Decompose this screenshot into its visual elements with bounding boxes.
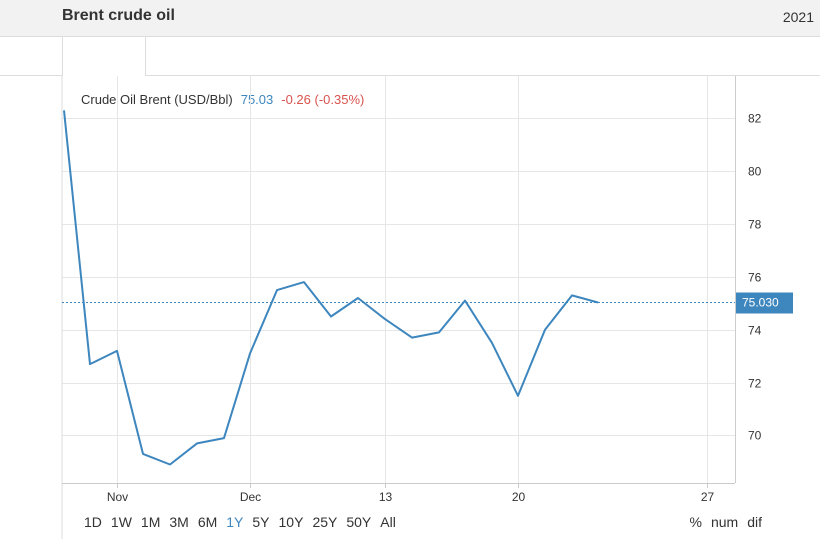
y-tick-label: 70 bbox=[748, 429, 762, 443]
range-button-1m[interactable]: 1M bbox=[140, 514, 161, 530]
price-series-points bbox=[63, 110, 599, 465]
page-title: Brent crude oil bbox=[62, 7, 175, 24]
mode-button-percent[interactable]: % bbox=[689, 514, 702, 530]
range-button-25y[interactable]: 25Y bbox=[312, 514, 338, 530]
current-price: 75.03 bbox=[240, 92, 274, 107]
y-tick-label: 80 bbox=[748, 165, 762, 179]
last-price-label: 75.030 bbox=[742, 296, 779, 310]
x-tick-label: 20 bbox=[512, 490, 526, 504]
range-button-1w[interactable]: 1W bbox=[110, 514, 132, 530]
x-tick-label: 13 bbox=[379, 490, 393, 504]
chart-legend: Crude Oil Brent (USD/Bbl) 75.03 -0.26 (-0.… bbox=[81, 92, 364, 107]
range-selector: 1D 1W 1M 3M 6M 1Y 5Y 10Y 25Y 50Y All bbox=[84, 514, 405, 530]
y-tick-label: 72 bbox=[748, 377, 762, 391]
y-tick-label: 76 bbox=[748, 271, 762, 285]
x-axis-ticks: Nov Dec 13 20 27 bbox=[107, 483, 715, 504]
x-tick-label: Nov bbox=[107, 490, 128, 504]
mode-selector: % num dif bbox=[681, 514, 762, 530]
price-series-line bbox=[63, 110, 599, 466]
chart-grid bbox=[62, 76, 735, 483]
range-button-6m[interactable]: 6M bbox=[197, 514, 218, 530]
year-label: 2021 bbox=[782, 9, 814, 25]
series-name: Crude Oil Brent (USD/Bbl) bbox=[81, 92, 233, 107]
x-tick-label: Dec bbox=[240, 490, 261, 504]
mode-button-dif[interactable]: dif bbox=[747, 514, 762, 530]
y-tick-label: 74 bbox=[748, 324, 762, 338]
last-price-badge bbox=[736, 292, 793, 314]
range-button-50y[interactable]: 50Y bbox=[346, 514, 372, 530]
title-bar: Brent crude oil 2021 bbox=[0, 0, 820, 37]
y-tick-label: 82 bbox=[748, 112, 762, 126]
mode-button-num[interactable]: num bbox=[710, 514, 739, 530]
price-change: -0.26 (-0.35%) bbox=[281, 92, 365, 107]
y-axis-ticks: 70 72 74 76 78 80 82 bbox=[748, 112, 762, 443]
x-tick-label: 27 bbox=[701, 490, 715, 504]
range-button-10y[interactable]: 10Y bbox=[278, 514, 304, 530]
range-button-all[interactable]: All bbox=[380, 514, 396, 530]
tab-chart[interactable] bbox=[62, 37, 146, 76]
y-tick-label: 78 bbox=[748, 218, 762, 232]
range-button-5y[interactable]: 5Y bbox=[252, 514, 270, 530]
range-button-1y[interactable]: 1Y bbox=[226, 514, 244, 530]
range-button-1d[interactable]: 1D bbox=[84, 514, 102, 530]
range-button-3m[interactable]: 3M bbox=[169, 514, 189, 530]
